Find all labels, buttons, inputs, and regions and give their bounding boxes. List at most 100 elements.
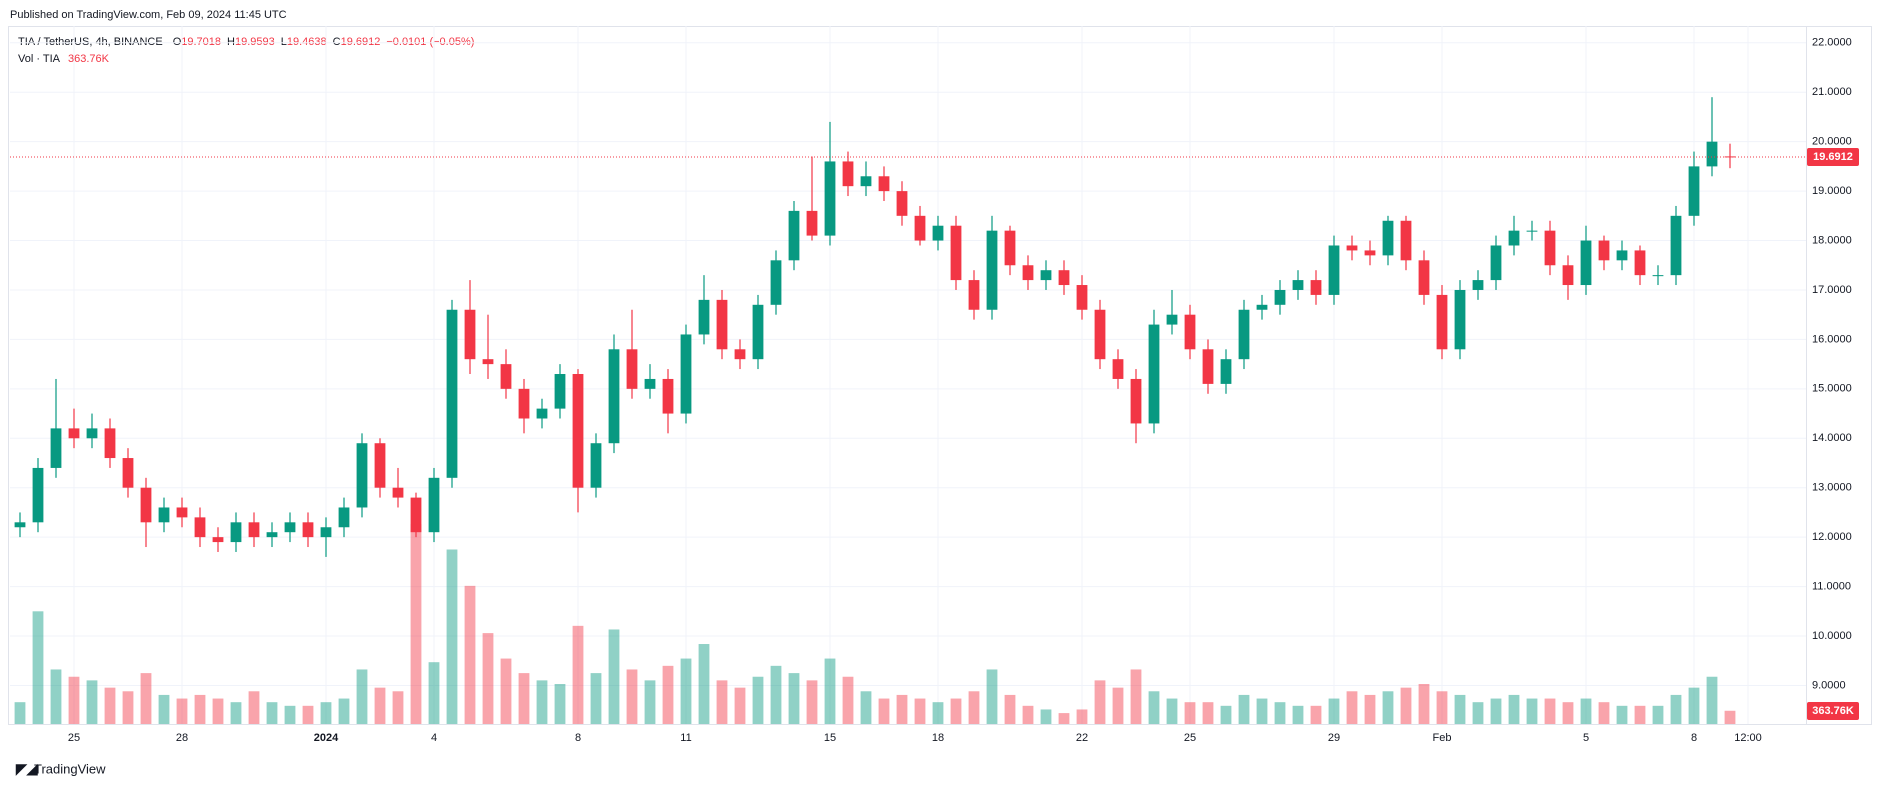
candle-body	[50, 428, 62, 468]
volume-bar	[1256, 698, 1268, 724]
volume-bar	[320, 702, 332, 724]
volume-bar	[1598, 702, 1610, 724]
published-line: Published on TradingView.com, Feb 09, 20…	[10, 9, 287, 21]
y-tick-label: 17.0000	[1812, 284, 1852, 296]
volume-bar	[680, 658, 692, 724]
candle-body	[1094, 309, 1106, 360]
candle-body	[860, 176, 872, 187]
volume-bar	[500, 658, 512, 724]
candle-body	[896, 191, 908, 216]
volume-bar	[212, 698, 224, 724]
volume-bar	[104, 687, 116, 724]
volume-bar	[392, 691, 404, 724]
volume-bar	[68, 676, 80, 724]
volume-bar	[644, 680, 656, 724]
candle-body	[86, 428, 98, 439]
volume-bar	[1112, 687, 1124, 724]
y-tick-label: 19.0000	[1812, 185, 1852, 197]
candle-body	[1508, 230, 1520, 246]
y-tick-label: 14.0000	[1812, 432, 1852, 444]
volume-bar	[1490, 698, 1502, 724]
candle-body	[554, 374, 566, 409]
candle-body	[662, 378, 674, 414]
y-tick-label: 18.0000	[1812, 234, 1852, 246]
volume-bar	[572, 625, 584, 724]
volume-bar	[842, 676, 854, 724]
candle-body	[968, 280, 980, 310]
candle-body	[212, 537, 224, 543]
candle-body	[1454, 289, 1466, 350]
candle-body	[14, 522, 26, 528]
candle-body	[1004, 230, 1016, 266]
volume-bar	[1004, 694, 1016, 724]
candle-body	[284, 522, 296, 533]
candle-body	[806, 210, 818, 236]
volume-bar	[1346, 691, 1358, 724]
volume-bar	[950, 698, 962, 724]
volume-bar	[1310, 705, 1322, 724]
candle-body	[680, 334, 692, 414]
candle-body	[1238, 309, 1250, 360]
candle-body	[1652, 275, 1664, 277]
legend-key: L	[281, 36, 287, 48]
volume-bar	[1094, 680, 1106, 724]
x-tick-label: 11	[680, 732, 691, 744]
volume-bar	[1400, 687, 1412, 724]
volume-bar	[1472, 702, 1484, 724]
volume-bar	[878, 698, 890, 724]
candle-body	[1130, 378, 1142, 424]
candle-body	[1202, 349, 1214, 384]
volume-bar	[896, 694, 908, 724]
volume-bar	[1706, 676, 1718, 724]
volume-bar	[140, 673, 152, 724]
candle-body	[374, 443, 386, 488]
volume-bar	[32, 611, 44, 724]
volume-bar	[266, 702, 278, 724]
volume-bar	[428, 662, 440, 724]
volume-bar	[1148, 691, 1160, 724]
candle-body	[1418, 260, 1430, 295]
volume-bar	[1058, 713, 1070, 724]
y-tick-label: 16.0000	[1812, 333, 1852, 345]
volume-bar	[356, 669, 368, 724]
x-tick-label: 15	[824, 732, 836, 744]
candle-body	[1292, 280, 1304, 290]
volume-bar	[734, 687, 746, 724]
volume-legend-value: 363.76K	[68, 53, 110, 65]
candle-body	[590, 443, 602, 488]
candle-body	[842, 161, 854, 187]
volume-bar	[1364, 694, 1376, 724]
y-tick-label: 15.0000	[1812, 383, 1852, 395]
candle-body	[1256, 304, 1268, 310]
candle-body	[1220, 359, 1232, 384]
brand: TradingView	[34, 761, 106, 776]
candle-body	[500, 364, 512, 389]
volume-bar	[482, 633, 494, 724]
legend-value: 19.7018	[181, 36, 221, 48]
volume-bar	[1616, 705, 1628, 724]
volume-bar	[1544, 698, 1556, 724]
volume-bar	[86, 680, 98, 724]
candle-body	[1274, 289, 1286, 305]
volume-bar	[1238, 694, 1250, 724]
candle-body	[1544, 230, 1556, 266]
candle-body	[1184, 314, 1196, 350]
volume-bar	[1274, 702, 1286, 724]
volume-bars	[14, 524, 1736, 724]
candle-body	[608, 349, 620, 444]
volume-bar	[1724, 710, 1736, 724]
volume-bar	[788, 673, 800, 724]
volume-bar	[374, 687, 386, 724]
candle-body	[104, 428, 116, 459]
volume-bar	[968, 691, 980, 724]
volume-bar	[338, 698, 350, 724]
x-tick-label: 8	[1691, 732, 1697, 744]
candle-body	[356, 443, 368, 508]
candle-body	[140, 487, 152, 523]
volume-label-box	[1807, 702, 1859, 720]
candle-body	[230, 522, 242, 543]
candle-body	[1058, 270, 1070, 286]
candle-body	[770, 260, 782, 305]
